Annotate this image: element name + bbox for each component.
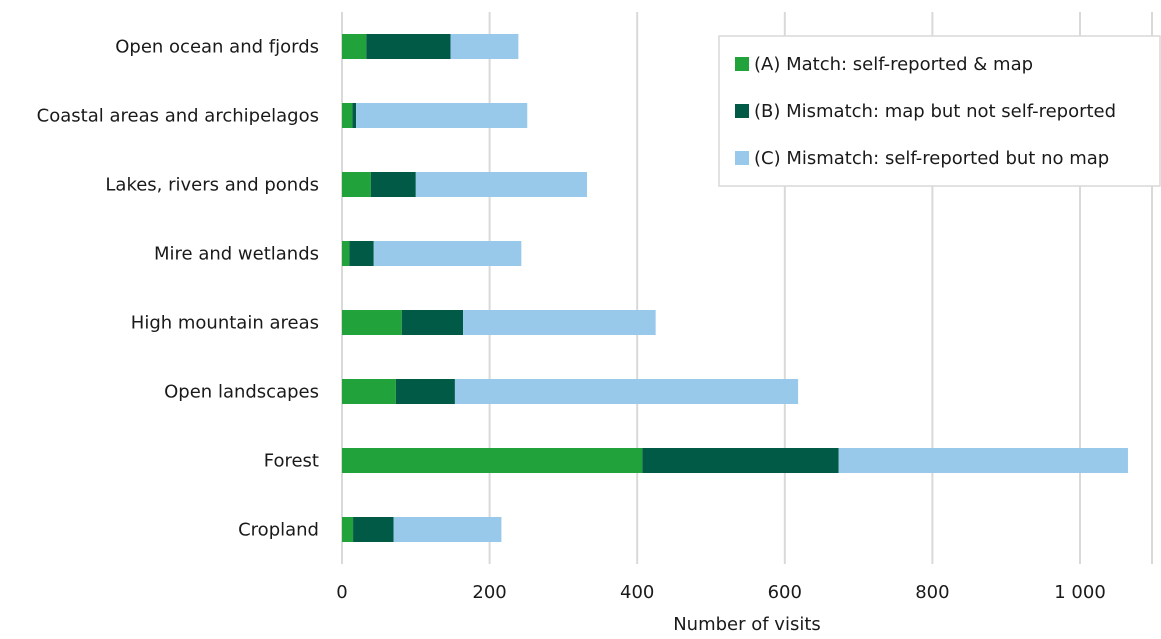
bar-segment	[342, 517, 354, 542]
x-axis-title: Number of visits	[673, 614, 821, 635]
bar-segment	[342, 241, 350, 266]
legend-label: (A) Match: self-reported & map	[754, 54, 1033, 75]
bar-segment	[642, 448, 839, 473]
x-tick-label: 1 000	[1054, 582, 1106, 603]
legend: (A) Match: self-reported & map (B) Mismat…	[718, 35, 1161, 187]
bar-segment	[395, 379, 455, 404]
bar-segment	[415, 172, 588, 197]
category-label: Mire and wetlands	[154, 244, 319, 265]
category-label: Lakes, rivers and ponds	[105, 175, 319, 196]
x-tick-label: 400	[620, 582, 654, 603]
bar-segment	[342, 379, 396, 404]
bar-segment	[370, 172, 416, 197]
category-label: High mountain areas	[131, 313, 319, 334]
bar-segment	[342, 172, 371, 197]
category-labels: Open ocean and fjords Coastal areas and a…	[37, 37, 319, 541]
legend-swatch	[735, 57, 749, 71]
category-label: Coastal areas and archipelagos	[37, 106, 319, 127]
legend-box	[718, 35, 1161, 187]
category-label: Open landscapes	[164, 382, 319, 403]
category-label: Open ocean and fjords	[115, 37, 319, 58]
category-label: Cropland	[238, 520, 319, 541]
bar-segment	[342, 448, 643, 473]
legend-swatch	[735, 151, 749, 165]
x-tick-labels: 0 200 400 600 800 1 000	[336, 582, 1105, 603]
x-tick-label: 800	[915, 582, 949, 603]
bar-segment	[401, 310, 464, 335]
bar-segment	[366, 34, 451, 59]
x-tick-label: 200	[472, 582, 506, 603]
category-label: Forest	[264, 451, 319, 472]
legend-label: (B) Mismatch: map but not self-reported	[754, 101, 1116, 122]
bar-segment	[373, 241, 522, 266]
x-tick-label: 0	[336, 582, 347, 603]
bar-segment	[838, 448, 1128, 473]
bar-segment	[353, 517, 394, 542]
bar-segment	[342, 34, 367, 59]
bar-segment	[342, 310, 402, 335]
bars	[342, 34, 1128, 542]
bar-segment	[393, 517, 502, 542]
legend-label: (C) Mismatch: self-reported but no map	[754, 148, 1109, 169]
x-tick-label: 600	[768, 582, 802, 603]
legend-swatch	[735, 104, 749, 118]
bar-segment	[450, 34, 519, 59]
bar-segment	[342, 103, 353, 128]
bar-segment	[356, 103, 528, 128]
bar-segment	[349, 241, 374, 266]
bar-segment	[454, 379, 799, 404]
bar-segment	[463, 310, 656, 335]
bar-segment	[352, 103, 357, 128]
